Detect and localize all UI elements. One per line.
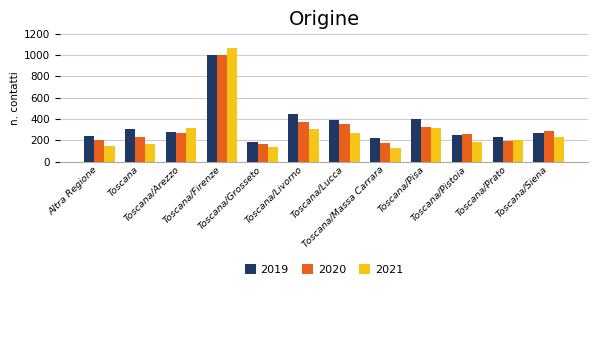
Bar (431, 128, 442, 162)
Bar (94, 141, 104, 162)
Bar (227, 48, 237, 162)
Bar (493, 137, 503, 162)
Bar (166, 132, 176, 162)
Bar (411, 119, 421, 162)
Bar (308, 129, 319, 162)
Bar (472, 142, 482, 162)
Bar (176, 133, 186, 162)
Bar (452, 134, 462, 162)
Bar (217, 55, 227, 162)
Bar (544, 131, 554, 162)
Bar (340, 124, 350, 162)
Bar (268, 147, 278, 162)
Bar (206, 55, 217, 162)
Bar (421, 126, 431, 162)
Bar (186, 128, 196, 162)
Bar (125, 129, 135, 162)
Bar (329, 120, 340, 162)
Bar (513, 140, 523, 162)
Bar (247, 142, 257, 162)
Bar (391, 148, 401, 162)
Bar (370, 138, 380, 162)
Bar (462, 134, 472, 162)
Title: Origine: Origine (289, 10, 359, 29)
Y-axis label: n. contatti: n. contatti (10, 71, 20, 125)
Bar (554, 137, 564, 162)
Bar (298, 122, 308, 162)
Legend: 2019, 2020, 2021: 2019, 2020, 2021 (241, 259, 407, 279)
Bar (288, 114, 298, 162)
Bar (503, 141, 513, 162)
Bar (135, 137, 145, 162)
Bar (533, 133, 544, 162)
Bar (257, 144, 268, 162)
Bar (84, 136, 94, 162)
Bar (104, 146, 115, 162)
Bar (380, 143, 391, 162)
Bar (350, 133, 360, 162)
Bar (145, 144, 155, 162)
